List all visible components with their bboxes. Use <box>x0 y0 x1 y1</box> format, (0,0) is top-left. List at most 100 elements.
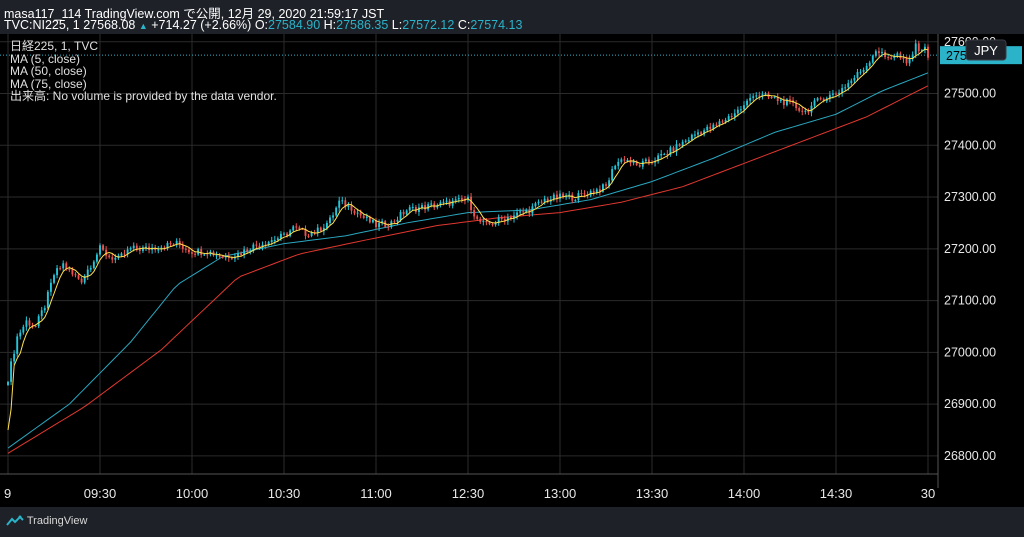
candle-body <box>28 320 31 326</box>
candle-body <box>347 205 350 207</box>
price-chart[interactable]: 26800.00 26900.00 27000.00 27100.00 27200.00… <box>0 34 1024 537</box>
candle-body <box>430 203 433 205</box>
candle-body <box>301 228 304 230</box>
candle-body <box>874 51 877 56</box>
candle-body <box>871 55 874 63</box>
candle-body <box>727 116 730 121</box>
candle-body <box>838 92 841 95</box>
y-tick-label: 27200.00 <box>944 242 996 256</box>
candle-body <box>601 184 604 192</box>
candle-body <box>534 203 537 207</box>
candle-body <box>375 220 377 228</box>
candle-body <box>289 230 292 236</box>
candle-body <box>715 124 718 126</box>
candle-body <box>325 222 328 228</box>
candle-body <box>411 206 414 208</box>
legend-ma75[interactable]: MA (75, close) <box>10 76 87 91</box>
candle-body <box>157 249 160 251</box>
candle-body <box>89 267 92 270</box>
candle-body <box>675 144 678 152</box>
tradingview-icon <box>6 515 24 526</box>
candle-body <box>102 245 105 250</box>
candle-body <box>700 132 703 135</box>
tradingview-brand: TradingView <box>26 515 88 527</box>
candle-body <box>758 95 761 97</box>
candle-body <box>555 194 558 199</box>
candle-body <box>847 83 850 88</box>
candle-body <box>755 95 758 97</box>
candle-body <box>905 58 908 64</box>
candle-body <box>546 198 549 202</box>
candle-body <box>359 212 362 216</box>
candle-body <box>684 140 687 142</box>
candle-body <box>537 201 540 204</box>
candle-body <box>835 93 837 95</box>
tradingview-logo[interactable]: TradingView <box>6 515 87 527</box>
candle-body <box>678 144 681 146</box>
candle-body <box>638 164 641 167</box>
candle-body <box>884 52 887 58</box>
chart-legend: 日経225, 1, TVC MA (5, close) MA (50, clos… <box>10 40 277 103</box>
candle-body <box>145 246 147 248</box>
y-tick-label: 27000.00 <box>944 345 996 359</box>
candle-body <box>221 256 224 258</box>
price-axis-bg <box>938 34 1024 537</box>
candle-body <box>298 227 301 229</box>
candle-body <box>424 205 427 210</box>
candle-body <box>86 269 89 276</box>
candle-body <box>172 244 175 246</box>
candle-body <box>246 249 249 252</box>
candle-body <box>387 226 390 228</box>
candle-body <box>795 102 798 109</box>
candle-body <box>194 253 197 255</box>
candle-body <box>844 87 847 89</box>
candle-body <box>267 241 270 246</box>
legend-title[interactable]: 日経225, 1, TVC <box>10 39 99 53</box>
candle-body <box>580 193 583 195</box>
candle-body <box>611 169 614 181</box>
candle-body <box>724 120 727 122</box>
candle-body <box>801 110 804 112</box>
candle-body <box>647 159 650 163</box>
candle-body <box>350 205 353 211</box>
candle-body <box>559 193 561 199</box>
ma5-layer <box>7 48 929 431</box>
x-tick-label: 11:00 <box>360 486 392 501</box>
candle-body <box>138 249 141 251</box>
candle-body <box>286 233 289 236</box>
candle-body <box>457 198 460 200</box>
publish-info: masa117_114 TradingView.com で公開, 12月 29,… <box>4 7 385 21</box>
candle-body <box>237 253 239 257</box>
candle-body <box>203 254 206 256</box>
candle-body <box>509 217 512 219</box>
candle-body <box>736 109 739 114</box>
ma50-line <box>7 72 929 449</box>
candle-body <box>283 233 285 235</box>
candle-body <box>920 50 923 52</box>
candle-body <box>148 246 151 250</box>
candle-body <box>531 206 534 214</box>
candle-body <box>592 191 595 194</box>
legend-ma5[interactable]: MA (5, close) <box>10 51 81 66</box>
candle-body <box>497 217 500 223</box>
candle-body <box>181 245 184 249</box>
candle-body <box>807 110 810 113</box>
candle-body <box>503 218 506 222</box>
candle-body <box>773 96 776 98</box>
symbol-label[interactable]: TVC:NI225, 1 <box>4 18 80 32</box>
x-tick-label: 14:30 <box>820 486 853 501</box>
candle-body <box>184 248 187 250</box>
legend-ma50[interactable]: MA (50, close) <box>10 64 87 78</box>
candle-body <box>476 216 479 219</box>
candle-body <box>92 261 95 268</box>
y-tick-label: 27100.00 <box>944 294 996 308</box>
candle-body <box>313 232 316 234</box>
candle-body <box>470 196 473 211</box>
candle-body <box>813 100 816 106</box>
candle-body <box>617 161 620 166</box>
candle-body <box>927 46 929 58</box>
candle-body <box>917 43 920 52</box>
close-label: C: <box>457 18 471 32</box>
currency-button[interactable] <box>965 39 1007 61</box>
candle-body <box>850 80 853 84</box>
